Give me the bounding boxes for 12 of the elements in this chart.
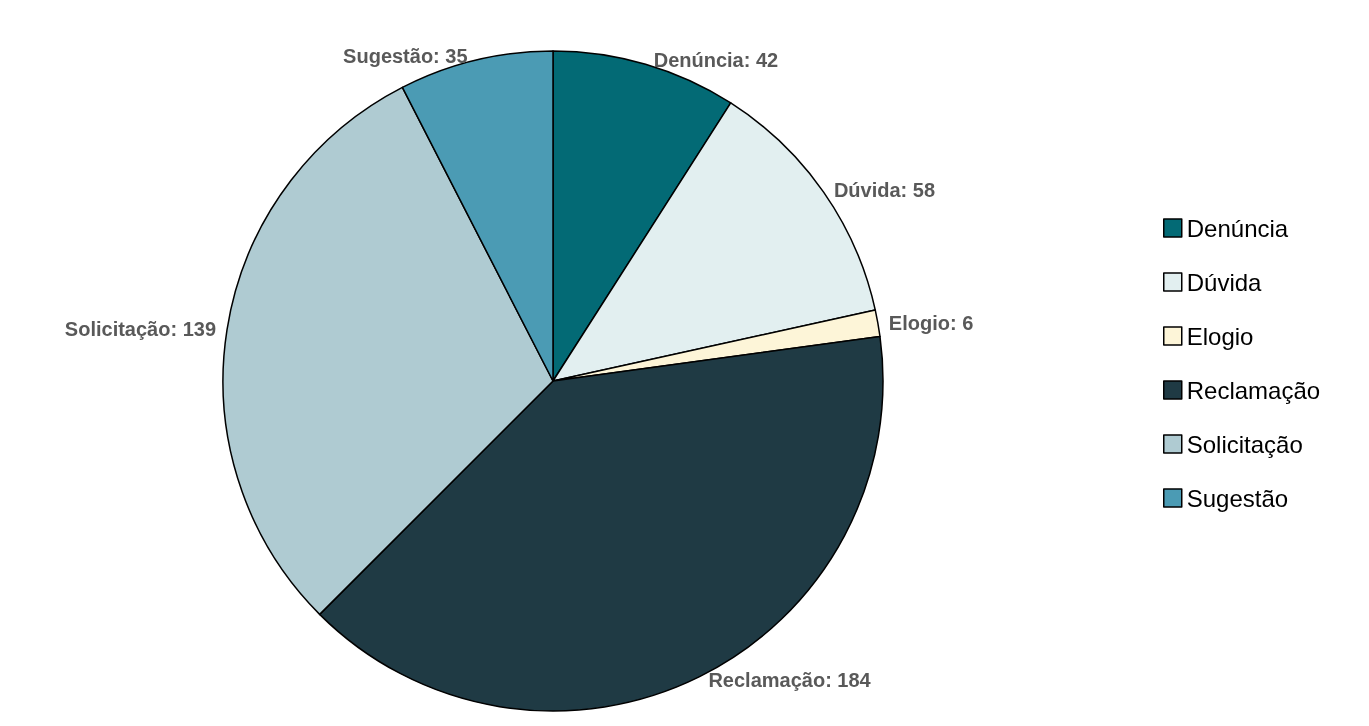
legend-label: Elogio — [1186, 322, 1254, 350]
data-label: Elogio: 6 — [888, 311, 974, 334]
legend-label: Solicitação — [1186, 430, 1303, 458]
data-label: Solicitação: 139 — [64, 318, 217, 341]
legend-label: Denúncia — [1186, 214, 1289, 242]
legend-label: Dúvida — [1186, 268, 1263, 296]
data-label: Sugestão: 35 — [343, 45, 468, 68]
legend-label: Sugestão — [1186, 484, 1289, 512]
data-label: Dúvida: 58 — [833, 178, 936, 201]
legend-label: Reclamação — [1186, 376, 1321, 404]
data-label: Denúncia: 42 — [653, 49, 779, 72]
data-label: Reclamação: 184 — [708, 669, 872, 692]
